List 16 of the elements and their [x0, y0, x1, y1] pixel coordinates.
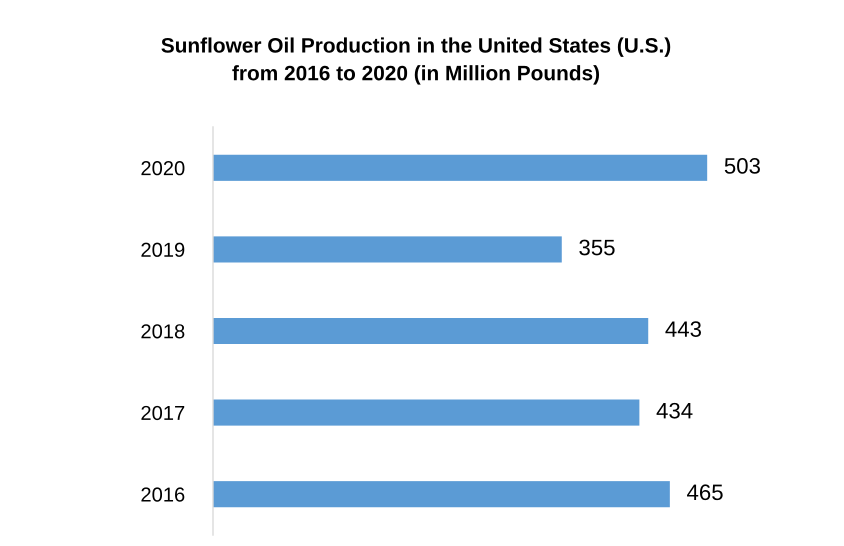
data-label: 503 [724, 158, 760, 174]
bar [213, 236, 562, 262]
y-tick-label: 2019 [141, 242, 184, 257]
bar [213, 154, 708, 181]
data-label: 465 [687, 484, 723, 500]
bar [213, 400, 640, 426]
data-label: 434 [656, 402, 692, 419]
y-tick-label: 2016 [141, 487, 184, 502]
bar [213, 481, 670, 508]
data-label: 355 [579, 240, 615, 256]
y-tick-label: 2020 [141, 161, 184, 176]
y-tick-label: 2017 [141, 406, 184, 420]
chart-title: Sunflower Oil Production in the United States (U.S.) from 2016 to 2020 (in Million Pounds) [161, 37, 670, 85]
data-label: 443 [665, 321, 701, 337]
bar [213, 318, 648, 344]
y-tick-label: 2018 [141, 324, 184, 338]
